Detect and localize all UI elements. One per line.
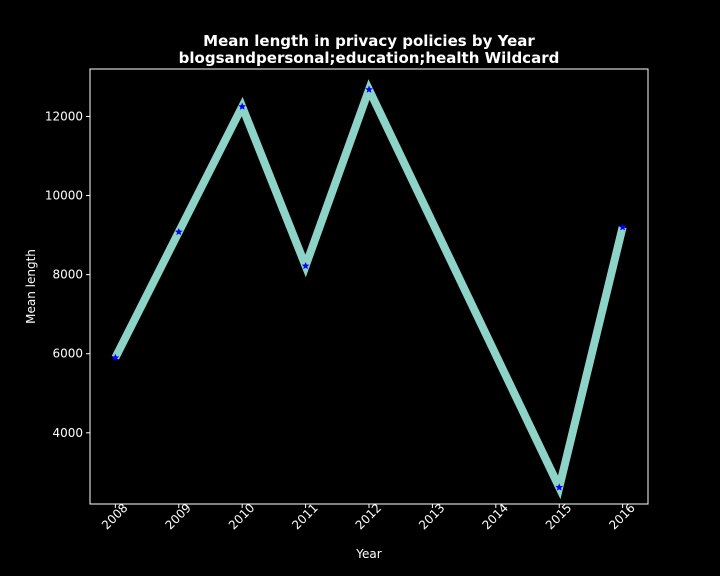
y-axis-label: Mean length: [24, 249, 38, 324]
x-tick-label: 2012: [353, 501, 384, 532]
y-tick-label: 10000: [45, 189, 83, 203]
y-axis: 4000 6000 8000 10000 12000: [45, 109, 90, 439]
x-tick-label: 2014: [479, 501, 510, 532]
y-tick-label: 8000: [52, 268, 83, 282]
series-group: [112, 86, 627, 491]
y-tick-label: 4000: [52, 426, 83, 440]
plot-area: [90, 69, 648, 504]
x-axis: 2008 2009 2010 2011 2012 2013 2014 2015 2016: [99, 501, 638, 532]
chart-title: Mean length in privacy policies by Year: [203, 32, 535, 50]
series-line: [115, 90, 622, 488]
x-tick-label: 2016: [606, 501, 637, 532]
x-tick-label: 2009: [162, 501, 193, 532]
x-tick-label: 2008: [99, 501, 130, 532]
chart-subtitle: blogsandpersonal;education;health Wildca…: [179, 49, 560, 67]
y-tick-label: 6000: [52, 347, 83, 361]
x-axis-label: Year: [355, 547, 381, 561]
x-tick-label: 2013: [416, 501, 447, 532]
x-tick-label: 2010: [226, 501, 257, 532]
y-tick-label: 12000: [45, 109, 83, 123]
x-tick-label: 2011: [289, 501, 320, 532]
x-tick-label: 2015: [543, 501, 574, 532]
